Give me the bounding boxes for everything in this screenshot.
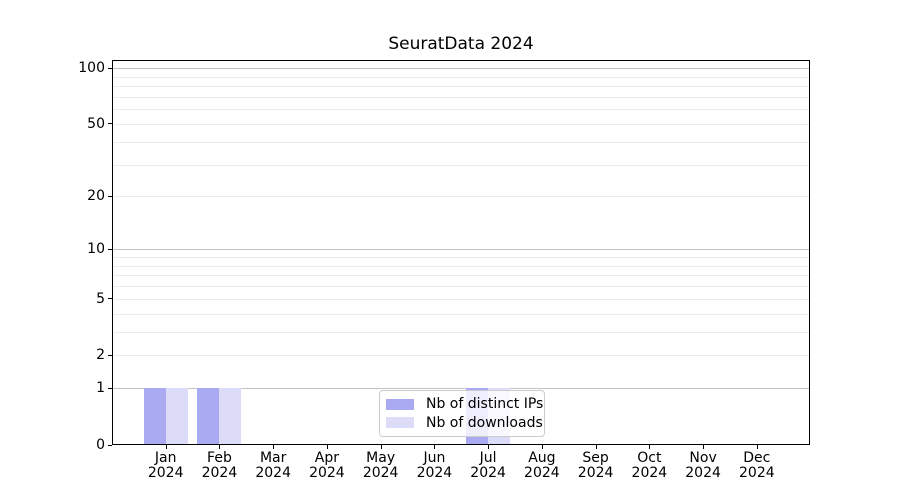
x-tick-mark xyxy=(273,445,275,449)
major-gridline xyxy=(113,388,809,390)
x-tick-label: Jan 2024 xyxy=(148,451,184,481)
minor-gridline xyxy=(113,76,809,78)
x-tick-mark xyxy=(595,445,597,449)
bar xyxy=(197,388,220,444)
y-tick-mark xyxy=(108,387,112,389)
x-tick-mark xyxy=(488,445,490,449)
major-gridline xyxy=(113,68,809,70)
bar xyxy=(165,388,188,444)
minor-gridline xyxy=(113,265,809,267)
x-tick-label: Jul 2024 xyxy=(470,451,506,481)
legend-label-downloads: Nb of downloads xyxy=(426,414,543,431)
minor-gridline xyxy=(113,331,809,333)
minor-gridline xyxy=(113,141,809,143)
bar xyxy=(143,388,166,444)
legend: Nb of distinct IPs Nb of downloads xyxy=(379,390,545,437)
y-tick-mark xyxy=(108,123,112,125)
chart-title: SeuratData 2024 xyxy=(388,34,534,54)
x-tick-year: 2024 xyxy=(739,465,775,481)
x-tick-label: Oct 2024 xyxy=(632,451,668,481)
x-tick-month: Nov xyxy=(689,450,717,466)
x-tick-year: 2024 xyxy=(147,465,184,481)
x-tick-month: May xyxy=(366,450,396,466)
y-tick-mark xyxy=(108,298,112,300)
minor-gridline xyxy=(113,164,809,166)
minor-gridline xyxy=(113,313,809,315)
minor-gridline xyxy=(113,275,809,277)
x-tick-year: 2024 xyxy=(416,465,453,481)
x-tick-label: May 2024 xyxy=(363,451,399,481)
x-tick-month: Feb xyxy=(207,450,232,466)
x-tick-label: Jun 2024 xyxy=(417,451,453,481)
x-tick-year: 2024 xyxy=(524,465,560,481)
x-tick-year: 2024 xyxy=(631,465,668,481)
y-tick-label: 10 xyxy=(87,241,105,258)
x-tick-label: Dec 2024 xyxy=(739,451,775,481)
x-tick-year: 2024 xyxy=(309,465,345,481)
y-tick-label: 1 xyxy=(96,380,105,397)
x-tick-month: Aug xyxy=(528,450,556,466)
major-gridline xyxy=(113,249,809,251)
x-tick-month: Jan xyxy=(154,450,177,466)
bar xyxy=(219,388,242,444)
x-tick-label: Mar 2024 xyxy=(255,451,291,481)
minor-gridline xyxy=(113,109,809,111)
x-tick-year: 2024 xyxy=(685,465,721,481)
y-tick-label: 5 xyxy=(96,290,105,307)
x-tick-year: 2024 xyxy=(577,465,614,481)
x-tick-month: Jul xyxy=(479,450,497,466)
legend-swatch-distinct-ips xyxy=(386,398,414,410)
legend-row-downloads: Nb of downloads xyxy=(386,415,543,431)
x-tick-mark xyxy=(756,445,758,449)
x-tick-label: Nov 2024 xyxy=(685,451,721,481)
x-tick-mark xyxy=(703,445,705,449)
x-tick-label: Aug 2024 xyxy=(524,451,560,481)
x-tick-mark xyxy=(165,445,167,449)
x-tick-label: Apr 2024 xyxy=(309,451,345,481)
y-tick-mark xyxy=(108,354,112,356)
y-tick-mark xyxy=(108,195,112,197)
y-tick-label: 50 xyxy=(87,115,105,132)
y-tick-label: 0 xyxy=(96,437,105,453)
x-tick-label: Feb 2024 xyxy=(202,451,238,481)
x-tick-month: Oct xyxy=(637,450,662,466)
minor-gridline xyxy=(113,86,809,88)
x-tick-mark xyxy=(649,445,651,449)
x-tick-month: Dec xyxy=(743,450,771,466)
minor-gridline xyxy=(113,123,809,125)
minor-gridline xyxy=(113,257,809,258)
y-tick-label: 20 xyxy=(87,188,105,205)
y-tick-mark xyxy=(108,67,112,69)
x-tick-year: 2024 xyxy=(255,465,291,481)
plot-area: Nb of distinct IPs Nb of downloads xyxy=(112,60,810,445)
x-tick-month: Sep xyxy=(582,450,609,466)
x-tick-month: Mar xyxy=(259,450,287,466)
x-tick-mark xyxy=(541,445,543,449)
minor-gridline xyxy=(113,96,809,98)
y-tick-mark xyxy=(108,444,112,446)
x-tick-mark xyxy=(434,445,436,449)
legend-swatch-downloads xyxy=(386,417,414,429)
y-tick-label: 2 xyxy=(96,347,105,364)
x-tick-label: Sep 2024 xyxy=(578,451,614,481)
grid-layer xyxy=(113,61,809,444)
y-tick-mark xyxy=(108,248,112,250)
minor-gridline xyxy=(113,355,809,357)
x-tick-month: Jun xyxy=(423,450,446,466)
x-tick-year: 2024 xyxy=(201,465,238,481)
x-tick-month: Apr xyxy=(314,450,340,466)
x-tick-year: 2024 xyxy=(362,465,399,481)
x-tick-mark xyxy=(219,445,221,449)
legend-row-distinct-ips: Nb of distinct IPs xyxy=(386,396,543,412)
y-tick-label: 100 xyxy=(78,60,105,77)
x-tick-mark xyxy=(380,445,382,449)
minor-gridline xyxy=(113,298,809,300)
x-tick-year: 2024 xyxy=(470,465,506,481)
bar-layer xyxy=(113,61,809,444)
x-tick-mark xyxy=(326,445,328,449)
minor-gridline xyxy=(113,196,809,198)
legend-label-distinct-ips: Nb of distinct IPs xyxy=(426,396,544,413)
minor-gridline xyxy=(113,286,809,288)
